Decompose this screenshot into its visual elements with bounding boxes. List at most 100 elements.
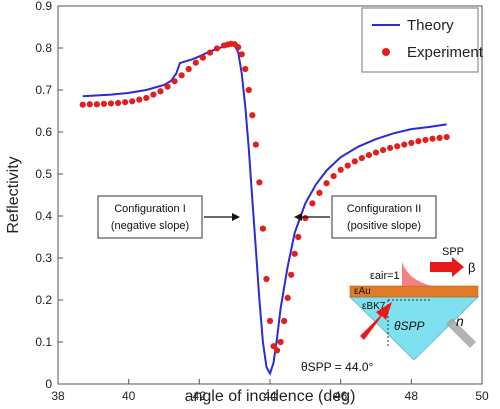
config-1-line-1: Configuration I <box>114 203 186 215</box>
experiment-point <box>330 173 337 180</box>
experiment-point <box>337 166 344 173</box>
spp-arrow <box>430 257 464 277</box>
experiment-point <box>235 44 242 51</box>
experiment-point <box>387 144 394 152</box>
experiment-point <box>288 271 295 278</box>
y-tick-label: 0.7 <box>35 83 52 97</box>
inset-beta-label: β <box>468 260 475 275</box>
inset-eps-bk7: εBK7 <box>362 301 386 312</box>
experiment-point <box>242 65 249 73</box>
experiment-point <box>122 99 129 106</box>
y-tick-label: 0.9 <box>35 0 52 13</box>
annotation-config-2: Configuration II (positive slope) <box>294 195 437 239</box>
x-tick-label: 46 <box>334 389 348 403</box>
incident-beam-arrow <box>360 302 392 340</box>
experiment-point <box>252 141 259 148</box>
experiment-point <box>443 133 450 141</box>
experiment-point <box>164 83 171 90</box>
experiment-point <box>436 134 443 141</box>
experiment-point <box>408 139 415 147</box>
experiment-point <box>206 49 214 56</box>
inset-n-label: n <box>456 313 464 329</box>
theta-spp-annotation: θSPP = 44.0° <box>301 360 374 374</box>
config-2-line-2: (positive slope) <box>347 220 421 232</box>
experiment-point <box>157 88 164 95</box>
experiment-point <box>129 98 136 105</box>
x-axis-label: angle of incidence (deg) <box>185 388 356 405</box>
experiment-point <box>114 99 122 107</box>
y-tick-label: 0.3 <box>35 251 52 265</box>
inset-spp-label: SPP <box>442 246 464 258</box>
experiment-point <box>185 65 192 73</box>
inset-theta-label: θSPP <box>394 319 425 333</box>
x-tick-label: 48 <box>405 389 419 403</box>
prism-inset: εair=1 εAu εBK7 SPP β θSPP n <box>349 246 479 361</box>
x-tick-label: 38 <box>51 389 65 403</box>
experiment-point <box>394 143 401 150</box>
x-tick-label: 40 <box>122 389 136 403</box>
experiment-point <box>323 180 330 187</box>
inset-eps-au: εAu <box>354 286 371 297</box>
experiment-point <box>238 51 245 58</box>
experiment-point <box>277 338 284 346</box>
experiment-point <box>256 179 263 186</box>
y-tick-label: 0.2 <box>35 293 52 307</box>
evanescent-field <box>402 262 432 286</box>
legend-box <box>361 7 479 73</box>
experiment-point <box>372 149 380 156</box>
experiment-point <box>213 45 221 52</box>
experiment-point <box>316 189 323 196</box>
experiment-point <box>379 146 387 154</box>
x-axis-ticks: 38 40 42 44 46 48 50 <box>51 379 489 403</box>
experiment-point <box>93 101 100 108</box>
experiment-point <box>263 275 270 283</box>
y-tick-label: 0.4 <box>35 209 52 223</box>
experiment-point <box>266 317 274 325</box>
config-2-line-1: Configuration II <box>347 203 422 215</box>
experiment-point <box>309 200 316 207</box>
experiment-point <box>171 78 178 85</box>
experiment-point <box>143 94 150 102</box>
x-tick-label: 50 <box>475 389 489 403</box>
theory-series-line <box>82 44 447 376</box>
experiment-point <box>107 100 115 107</box>
experiment-point <box>351 158 358 165</box>
y-tick-label: 0.8 <box>35 41 52 55</box>
experiment-point <box>344 162 351 169</box>
experiment-point <box>245 86 252 94</box>
experiment-point <box>415 138 422 145</box>
experiment-point <box>79 101 86 108</box>
experiment-point <box>192 59 199 66</box>
annotation-config-1: Configuration I (negative slope) <box>97 195 240 239</box>
experiment-point <box>136 96 143 103</box>
experiment-point <box>178 72 185 79</box>
legend-theory-label: Theory <box>407 17 454 34</box>
experiment-point <box>401 141 408 148</box>
experiment-point <box>365 152 373 159</box>
legend: Theory Experiment <box>361 7 484 73</box>
y-tick-label: 0 <box>45 377 52 391</box>
experiment-point <box>358 154 365 162</box>
inset-eps-air: εair=1 <box>370 270 400 282</box>
experiment-point <box>422 136 429 144</box>
config-1-line-2: (negative slope) <box>111 220 189 232</box>
experiment-point <box>259 225 267 232</box>
y-tick-label: 0.6 <box>35 125 52 139</box>
experiment-point <box>86 101 93 108</box>
legend-experiment-swatch <box>382 48 390 56</box>
experiment-point <box>429 135 436 142</box>
experiment-point <box>302 215 309 222</box>
y-tick-label: 0.5 <box>35 167 52 181</box>
experiment-point <box>249 112 256 119</box>
experiment-point <box>284 294 291 301</box>
experiment-point <box>291 250 298 257</box>
legend-experiment-label: Experiment <box>407 44 484 61</box>
experiment-point <box>199 54 206 61</box>
experiment-point <box>100 100 108 107</box>
x-tick-label: 42 <box>193 389 207 403</box>
experiment-point <box>270 343 277 350</box>
experiment-point <box>273 347 281 354</box>
y-axis-ticks: 0 0.1 0.2 0.3 0.4 0.5 0.6 0.7 0.8 0.9 <box>35 0 63 391</box>
experiment-point <box>281 317 288 325</box>
